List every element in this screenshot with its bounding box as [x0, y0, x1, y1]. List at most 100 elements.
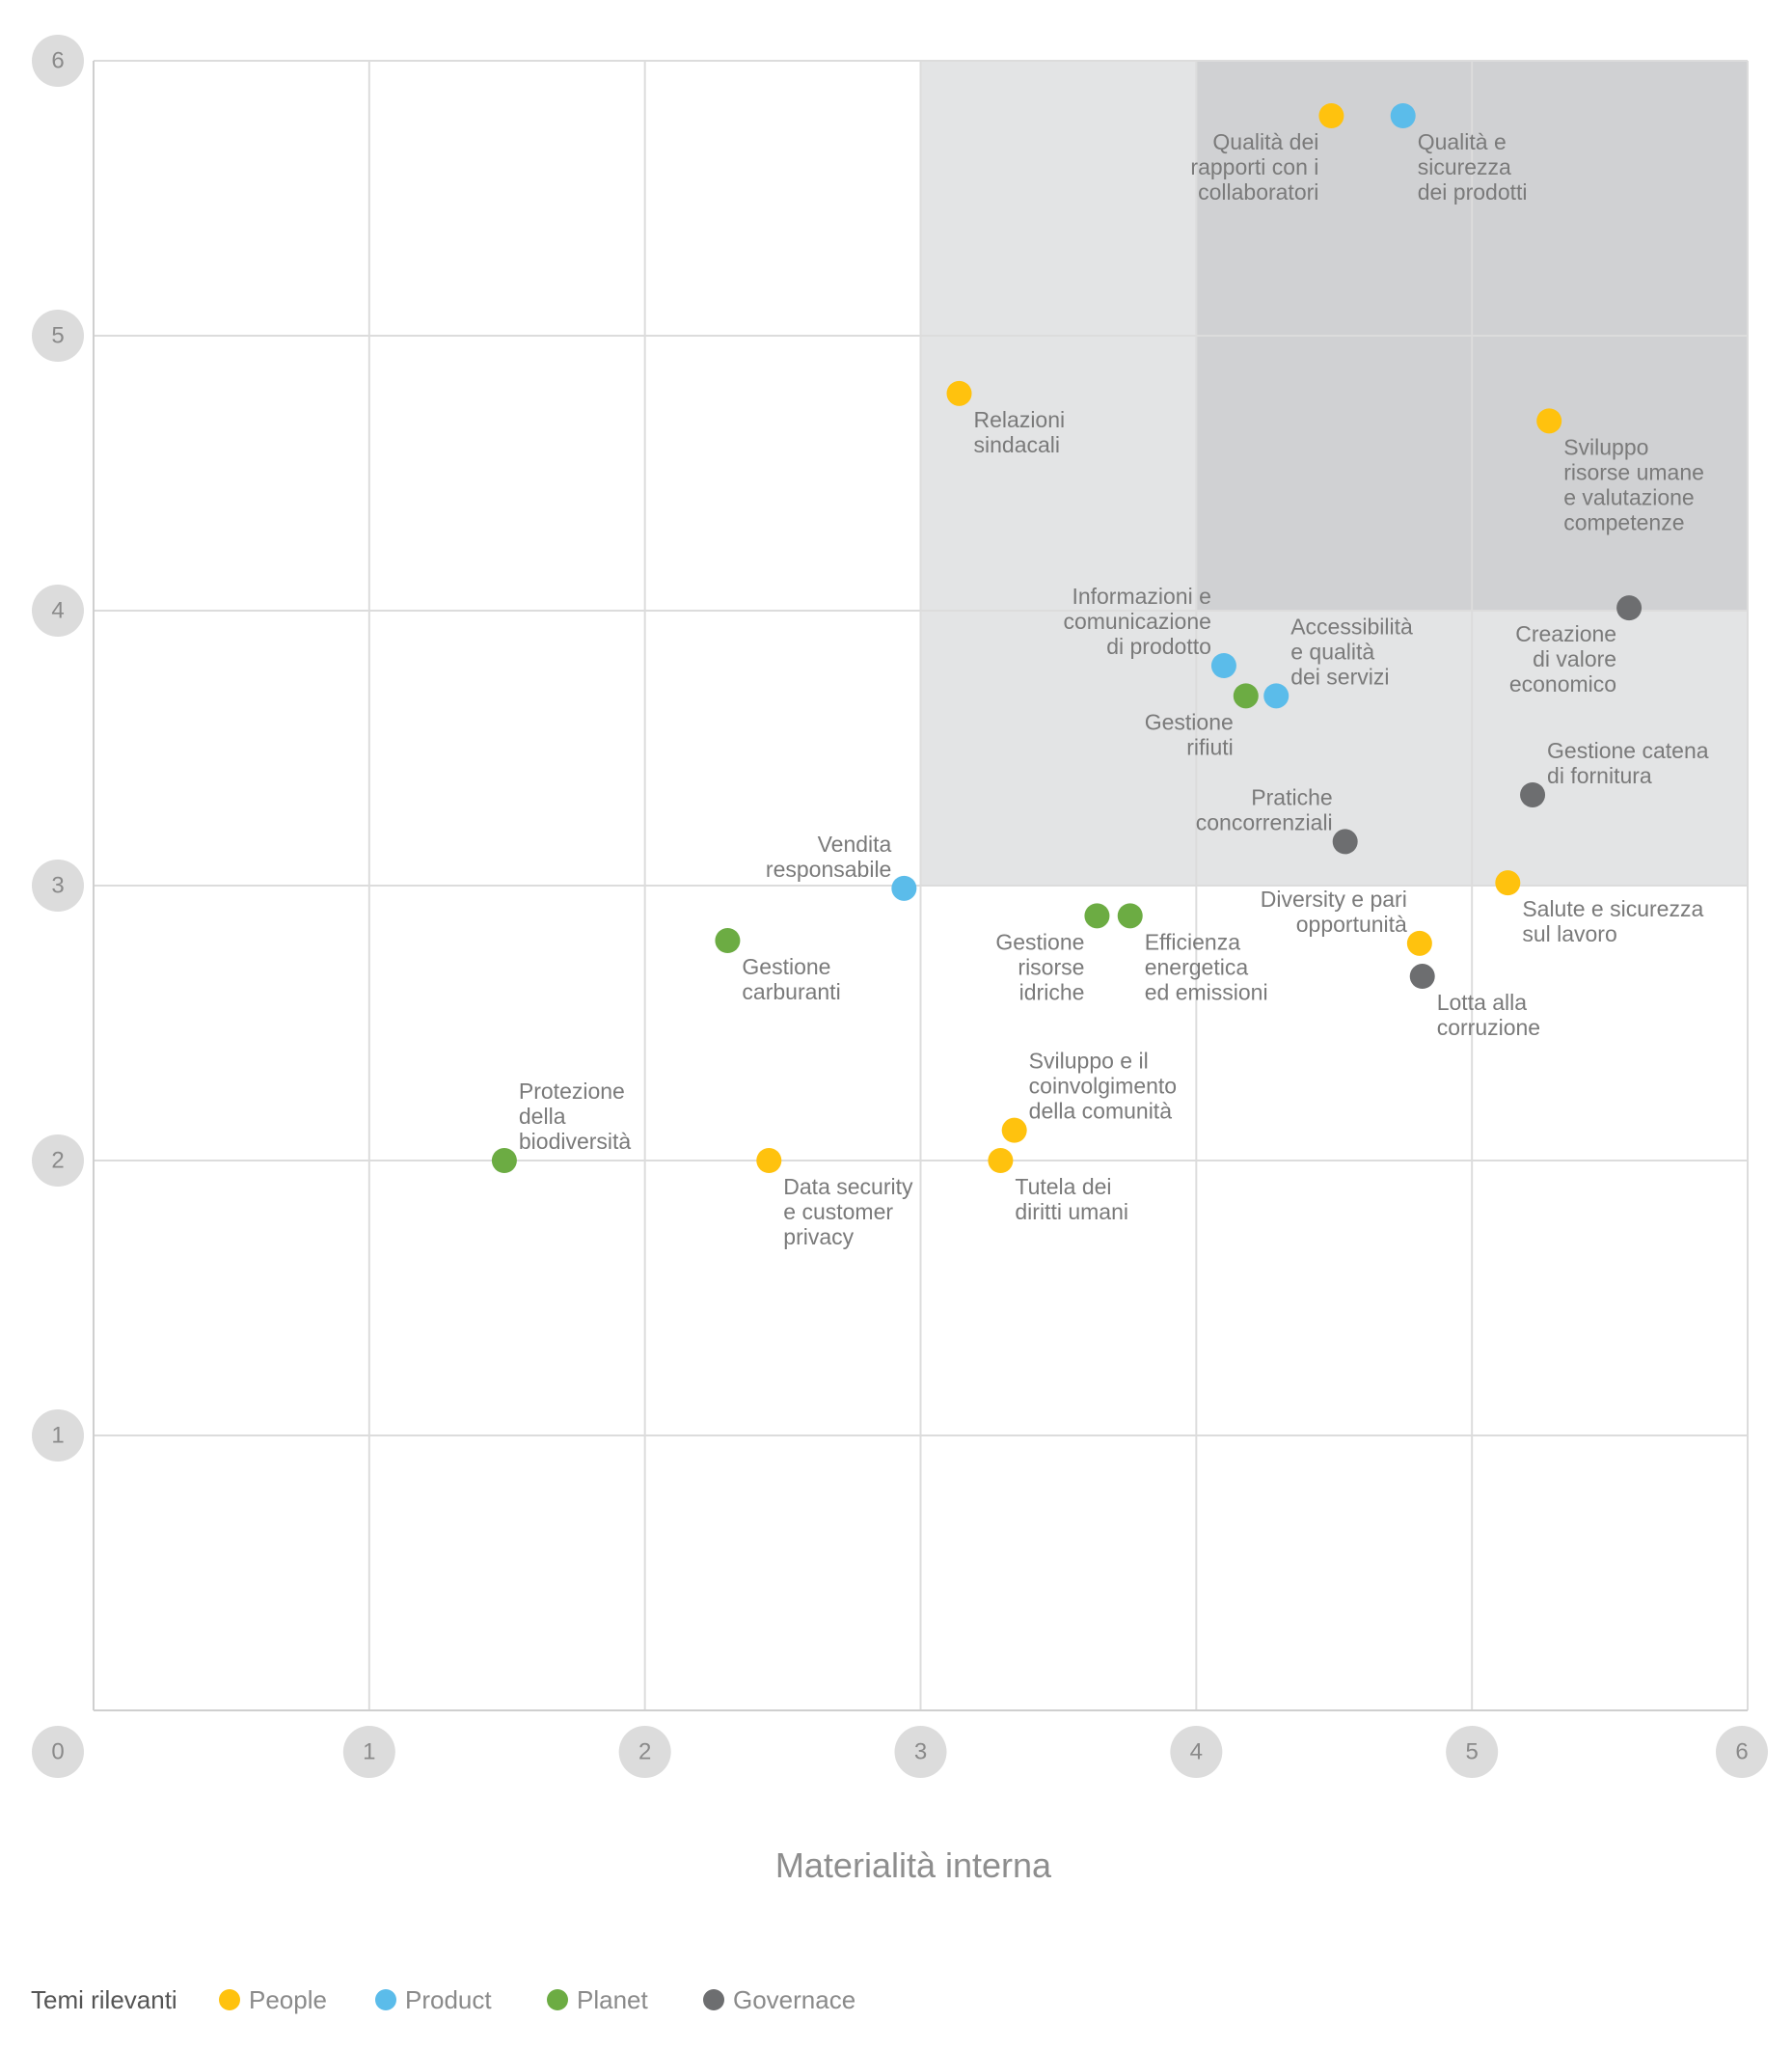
data-label-0: Qualità dei rapporti con i collaboratori: [1190, 129, 1318, 205]
x-tick-badge: [1716, 1726, 1768, 1778]
axes: [93, 61, 1748, 1711]
y-tick-label: 4: [51, 598, 64, 624]
x-tick-badge: [1170, 1726, 1223, 1778]
legend-entry-governace: Governace: [703, 1985, 855, 2014]
data-point-6: [1233, 683, 1259, 709]
y-tick-badge: [32, 585, 84, 637]
data-point-16: [1409, 964, 1435, 990]
y-tick-badge: [32, 310, 84, 362]
legend-entry-product: Product: [375, 1985, 492, 2014]
x-tick-5: 5: [1446, 1726, 1499, 1778]
data-point-2: [946, 380, 972, 406]
x-tick-label: 5: [1465, 1739, 1478, 1765]
data-label-2: Relazioni sindacali: [974, 407, 1066, 457]
data-label-7: Accessibilità e qualità dei servizi: [1290, 614, 1413, 689]
legend-entry-planet: Planet: [547, 1985, 648, 2014]
x-tick-6: 6: [1716, 1726, 1768, 1778]
data-label-11: Salute e sicurezza sul lavoro: [1522, 896, 1703, 946]
data-point-10: [891, 875, 917, 901]
data-point-5: [1210, 653, 1236, 678]
data-point-4: [1616, 595, 1643, 621]
x-tick-label: 4: [1190, 1739, 1203, 1765]
x-axis-label: Materialità interna: [775, 1845, 1052, 1885]
y-tick-label: 5: [51, 323, 64, 349]
data-label-18: Protezione della biodiversità: [519, 1079, 632, 1154]
x-tick-label: 1: [363, 1739, 375, 1765]
data-label-3: Sviluppo risorse umane e valutazione compet…: [1563, 434, 1704, 534]
data-point-19: [756, 1148, 782, 1173]
x-tick-4: 4: [1170, 1726, 1223, 1778]
data-label-13: Gestione risorse idriche: [995, 929, 1084, 1004]
legend-swatch: [375, 1989, 396, 2010]
data-point-13: [1084, 903, 1110, 929]
data-label-6: Gestione rifiuti: [1145, 709, 1234, 759]
data-point-15: [1406, 930, 1432, 956]
legend-label: People: [249, 1985, 327, 2014]
x-tick-label: 2: [638, 1739, 651, 1765]
x-axis-ticks: 0 1 2 3 4 5 6: [32, 1726, 1768, 1778]
y-tick-5: 5: [32, 310, 84, 362]
data-label-1: Qualità e sicurezza dei prodotti: [1418, 129, 1528, 205]
data-point-20: [988, 1148, 1014, 1173]
y-tick-label: 3: [51, 873, 64, 899]
legend-swatch: [703, 1989, 724, 2010]
y-axis-ticks: 1 2 3 4 5 6: [32, 35, 84, 1462]
data-labels: Qualità dei rapporti con i collaboratori Qu…: [519, 129, 1709, 1249]
legend-entry-people: People: [219, 1985, 327, 2014]
x-tick-badge: [1446, 1726, 1499, 1778]
x-tick-0: 0: [32, 1726, 84, 1778]
x-tick-label: 0: [51, 1739, 64, 1765]
y-tick-1: 1: [32, 1409, 84, 1462]
data-point-1: [1390, 103, 1416, 128]
y-tick-badge: [32, 35, 84, 87]
y-tick-6: 6: [32, 35, 84, 87]
legend-label: Governace: [733, 1985, 855, 2014]
data-point-17: [1001, 1117, 1027, 1143]
x-tick-badge: [342, 1726, 395, 1778]
y-tick-3: 3: [32, 860, 84, 912]
data-point-0: [1318, 103, 1344, 128]
x-tick-2: 2: [618, 1726, 671, 1778]
y-tick-2: 2: [32, 1134, 84, 1187]
y-tick-label: 2: [51, 1148, 64, 1174]
data-label-5: Informazioni e comunicazione di prodotto: [1063, 584, 1210, 659]
x-tick-label: 6: [1735, 1739, 1748, 1765]
data-point-9: [1332, 829, 1358, 855]
x-tick-badge: [32, 1726, 84, 1778]
y-tick-4: 4: [32, 585, 84, 637]
data-point-7: [1263, 683, 1290, 709]
data-label-14: Efficienza energetica ed emissioni: [1145, 929, 1268, 1004]
data-point-18: [491, 1148, 517, 1173]
data-point-8: [1520, 781, 1546, 807]
legend-label: Product: [405, 1985, 492, 2014]
x-tick-label: 3: [914, 1739, 927, 1765]
data-point-11: [1495, 870, 1521, 896]
data-point-14: [1117, 903, 1143, 929]
x-tick-badge: [618, 1726, 671, 1778]
data-label-16: Lotta alla corruzione: [1437, 990, 1540, 1040]
data-point-3: [1536, 408, 1562, 434]
data-label-19: Data security e customer privacy: [783, 1174, 913, 1249]
legend-swatch: [219, 1989, 240, 2010]
data-label-17: Sviluppo e il coinvolgimento della comunit…: [1029, 1049, 1177, 1124]
legend-swatch: [547, 1989, 568, 2010]
y-tick-badge: [32, 1134, 84, 1187]
y-tick-badge: [32, 860, 84, 912]
data-points: [491, 103, 1643, 1173]
data-point-12: [715, 928, 741, 953]
grid-lines: [94, 60, 1749, 1710]
data-label-10: Vendita responsabile: [766, 832, 892, 882]
legend-label: Planet: [577, 1985, 648, 2014]
data-label-20: Tutela dei diritti umani: [1015, 1174, 1128, 1224]
data-label-9: Pratiche concorrenziali: [1196, 784, 1333, 834]
legend: Temi rilevanti People Product Planet Governa…: [31, 1985, 855, 2014]
data-label-15: Diversity e pari opportunità: [1261, 887, 1407, 937]
data-label-12: Gestione carburanti: [742, 954, 840, 1004]
y-tick-label: 1: [51, 1423, 64, 1449]
data-label-4: Creazione di valore economico: [1509, 621, 1616, 697]
y-tick-badge: [32, 1409, 84, 1462]
legend-title: Temi rilevanti: [31, 1985, 177, 2014]
x-tick-3: 3: [894, 1726, 947, 1778]
y-tick-label: 6: [51, 48, 64, 74]
